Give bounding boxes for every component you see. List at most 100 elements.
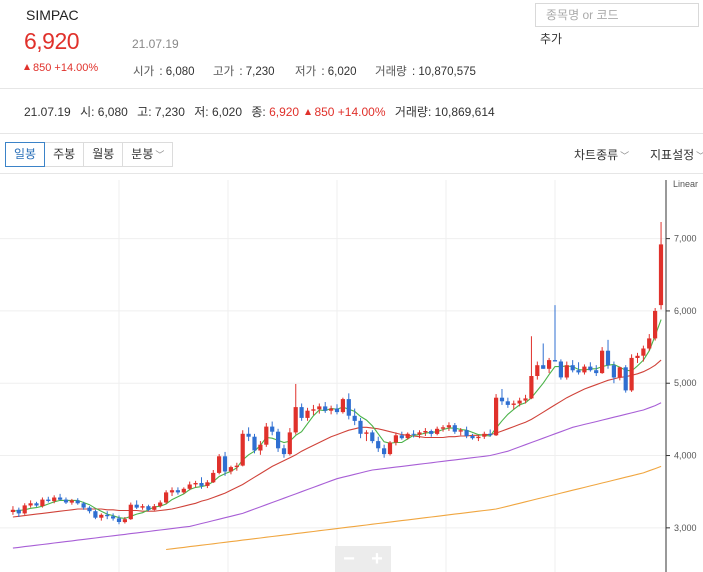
- candle-body: [193, 483, 198, 485]
- candle-body: [169, 490, 175, 493]
- open-value: 6,080: [165, 66, 195, 78]
- candle-body: [122, 519, 127, 523]
- candle-body: [22, 505, 27, 514]
- tab-monthly[interactable]: 월봉: [83, 142, 124, 167]
- candle-body: [605, 350, 611, 366]
- volume: 거래량 : 10,870,575: [375, 66, 476, 78]
- candle-body: [258, 444, 263, 451]
- candle-body: [594, 370, 599, 374]
- candle-body: [146, 506, 151, 510]
- indicator-settings-menu[interactable]: 지표설정﹀: [650, 146, 703, 163]
- ma60-line: [12, 402, 662, 549]
- candle-body: [240, 433, 245, 466]
- ohlc-summary: 21.07.19 시: 6,080 고: 7,230 저: 6,020 종: 6…: [24, 105, 495, 119]
- candle-body: [387, 442, 393, 455]
- candle-body: [217, 456, 222, 473]
- candle-body: [34, 503, 39, 506]
- candle-body: [28, 503, 33, 506]
- candle-body: [228, 467, 233, 472]
- stock-search-input[interactable]: [535, 3, 699, 27]
- chevron-down-icon: ﹀: [620, 151, 630, 161]
- candle-body: [440, 427, 446, 429]
- candle-body: [529, 376, 534, 399]
- tab-daily[interactable]: 일봉: [5, 142, 46, 167]
- candle-body: [87, 507, 92, 512]
- candle-body: [358, 420, 363, 434]
- candle-body: [234, 465, 239, 468]
- candle-body: [175, 490, 180, 493]
- summary-date: 21.07.19: [24, 105, 71, 119]
- candle-body: [111, 516, 116, 519]
- indicator-settings-label: 지표설정: [650, 148, 695, 162]
- volume-value: 10,870,575: [418, 66, 476, 78]
- candle-body: [535, 365, 540, 376]
- add-button[interactable]: 추가: [540, 32, 563, 46]
- candle-body: [411, 433, 416, 435]
- candle-body: [222, 456, 228, 472]
- up-triangle-icon: [305, 109, 312, 115]
- high-value: 7,230: [245, 66, 275, 78]
- candle-body: [93, 511, 98, 518]
- open-price: 시가 : 6,080: [133, 66, 195, 78]
- candle-body: [541, 365, 546, 369]
- low-label: 저가: [295, 66, 317, 78]
- candle-body: [181, 488, 186, 493]
- candle-body: [187, 484, 192, 489]
- candle-body: [46, 499, 51, 501]
- period-tabs: 일봉 주봉 월봉 분봉 ﹀: [5, 142, 174, 167]
- candle-body: [158, 502, 163, 507]
- chevron-down-icon: ﹀: [696, 151, 703, 161]
- candle-body: [10, 509, 15, 512]
- candle-body: [281, 448, 287, 455]
- candlestick-chart[interactable]: 3,000 4,000 5,000 6,000 7,000 Linear: [0, 180, 703, 572]
- candle-body: [352, 415, 357, 421]
- candle-body: [99, 514, 104, 518]
- summary-high-label: 고: [137, 105, 149, 119]
- candle-body: [494, 397, 499, 436]
- candle-body: [393, 435, 398, 443]
- candles: [10, 221, 664, 525]
- candle-body: [299, 407, 304, 418]
- tab-weekly[interactable]: 주봉: [44, 142, 85, 167]
- candle-body: [499, 397, 505, 402]
- candle-body: [470, 436, 475, 439]
- candle-body: [293, 407, 298, 433]
- candle-body: [311, 409, 316, 411]
- zoom-in-button[interactable]: +: [371, 548, 383, 570]
- chart-type-menu[interactable]: 차트종류 ﹀: [574, 146, 629, 163]
- summary-close: 6,920: [269, 105, 300, 119]
- candle-body: [211, 472, 216, 483]
- summary-low-label: 저: [194, 105, 206, 119]
- candle-body: [134, 504, 139, 508]
- up-triangle-icon: [24, 64, 30, 70]
- zoom-out-button[interactable]: −: [343, 548, 355, 570]
- candle-body: [547, 360, 552, 369]
- candle-body: [382, 448, 387, 455]
- summary-volume: 10,869,614: [434, 105, 495, 119]
- candle-body: [16, 509, 21, 514]
- candle-body: [399, 435, 404, 439]
- price-date: 21.07.19: [132, 37, 179, 51]
- zoom-controls: − +: [335, 546, 391, 572]
- candle-body: [199, 483, 204, 486]
- tab-minute-label: 분봉: [131, 147, 154, 161]
- candle-body: [276, 431, 281, 449]
- candle-body: [105, 514, 110, 517]
- candle-body: [600, 350, 605, 374]
- candle-body: [40, 499, 45, 507]
- candle-body: [364, 432, 369, 434]
- candle-body: [317, 406, 322, 410]
- tab-minute[interactable]: 분봉 ﹀: [122, 142, 174, 167]
- candle-body: [464, 430, 469, 436]
- candle-body: [517, 400, 522, 404]
- summary-high: 7,230: [154, 105, 185, 119]
- summary-close-label: 종: [251, 105, 263, 119]
- stock-name: SIMPAC: [26, 7, 79, 23]
- candle-body: [558, 361, 563, 378]
- summary-change: 850 +14.00%: [314, 105, 386, 119]
- candle-body: [629, 357, 634, 391]
- candle-body: [482, 433, 487, 437]
- candle-body: [576, 370, 581, 373]
- candle-body: [58, 497, 63, 500]
- candle-body: [334, 408, 340, 413]
